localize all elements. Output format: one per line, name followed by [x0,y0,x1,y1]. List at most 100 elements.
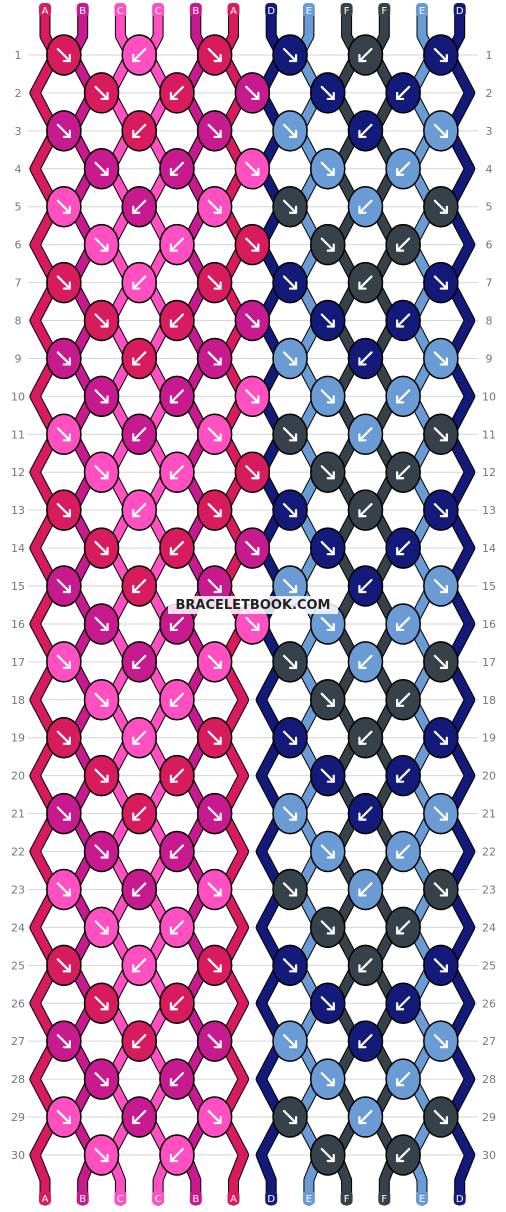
knot[interactable] [423,1096,459,1138]
knot[interactable] [196,34,233,76]
knot[interactable] [423,868,459,911]
knot[interactable] [46,944,82,987]
knot[interactable] [121,1096,157,1138]
knot[interactable] [159,299,195,342]
knot[interactable] [196,716,233,759]
knot[interactable] [196,261,233,304]
knot[interactable] [272,489,308,531]
knot[interactable] [121,337,157,380]
knot[interactable] [272,1020,308,1062]
knot[interactable] [196,1096,233,1138]
knot[interactable] [46,413,82,456]
knot[interactable] [347,110,384,152]
knot[interactable] [347,1020,384,1062]
knot[interactable] [423,565,459,607]
knot[interactable] [272,110,308,152]
knot[interactable] [310,299,346,342]
knot[interactable] [310,982,346,1024]
knot[interactable] [347,1096,384,1138]
knot[interactable] [310,754,346,797]
knot[interactable] [159,679,195,721]
knot[interactable] [83,982,120,1024]
knot[interactable] [121,641,157,683]
knot[interactable] [83,299,120,342]
knot[interactable] [46,641,82,683]
knot[interactable] [310,679,346,721]
knot[interactable] [159,148,195,190]
knot[interactable] [234,375,271,418]
knot[interactable] [234,527,271,569]
knot[interactable] [121,489,157,531]
knot[interactable] [196,868,233,911]
knot[interactable] [347,641,384,683]
knot[interactable] [234,223,271,266]
knot[interactable] [196,337,233,380]
knot[interactable] [347,792,384,835]
knot[interactable] [310,830,346,873]
knot[interactable] [272,337,308,380]
knot[interactable] [347,261,384,304]
knot[interactable] [385,72,421,114]
knot[interactable] [385,148,421,190]
knot[interactable] [196,185,233,228]
knot[interactable] [121,565,157,607]
knot[interactable] [423,641,459,683]
knot[interactable] [121,1020,157,1062]
knot[interactable] [385,1058,421,1100]
knot[interactable] [83,830,120,873]
knot[interactable] [121,868,157,911]
knot[interactable] [46,792,82,835]
knot[interactable] [46,34,82,76]
knot[interactable] [159,527,195,569]
knot[interactable] [272,1096,308,1138]
knot[interactable] [121,110,157,152]
knot[interactable] [234,451,271,493]
knot[interactable] [385,223,421,266]
knot[interactable] [159,223,195,266]
knot[interactable] [347,565,384,607]
knot[interactable] [46,868,82,911]
knot[interactable] [83,375,120,418]
knot[interactable] [423,34,459,76]
knot[interactable] [196,413,233,456]
knot[interactable] [347,944,384,987]
knot[interactable] [272,261,308,304]
knot[interactable] [159,451,195,493]
knot[interactable] [159,72,195,114]
knot[interactable] [347,337,384,380]
knot[interactable] [83,906,120,949]
knot[interactable] [310,148,346,190]
knot[interactable] [46,489,82,531]
knot[interactable] [159,754,195,797]
knot[interactable] [385,679,421,721]
knot[interactable] [46,716,82,759]
knot[interactable] [196,1020,233,1062]
knot[interactable] [385,982,421,1024]
knot[interactable] [83,1134,120,1176]
knot[interactable] [423,489,459,531]
knot[interactable] [159,982,195,1024]
knot[interactable] [46,565,82,607]
knot[interactable] [234,148,271,190]
knot[interactable] [347,34,384,76]
knot[interactable] [83,527,120,569]
knot[interactable] [46,1096,82,1138]
knot[interactable] [46,185,82,228]
knot[interactable] [83,223,120,266]
knot[interactable] [385,1134,421,1176]
knot[interactable] [385,830,421,873]
knot[interactable] [423,792,459,835]
knot[interactable] [310,1058,346,1100]
knot[interactable] [83,1058,120,1100]
knot[interactable] [310,906,346,949]
knot[interactable] [83,679,120,721]
knot[interactable] [83,72,120,114]
knot[interactable] [272,641,308,683]
knot[interactable] [196,944,233,987]
knot[interactable] [46,337,82,380]
knot[interactable] [121,944,157,987]
knot[interactable] [196,792,233,835]
knot[interactable] [83,603,120,645]
knot[interactable] [385,754,421,797]
knot[interactable] [272,185,308,228]
